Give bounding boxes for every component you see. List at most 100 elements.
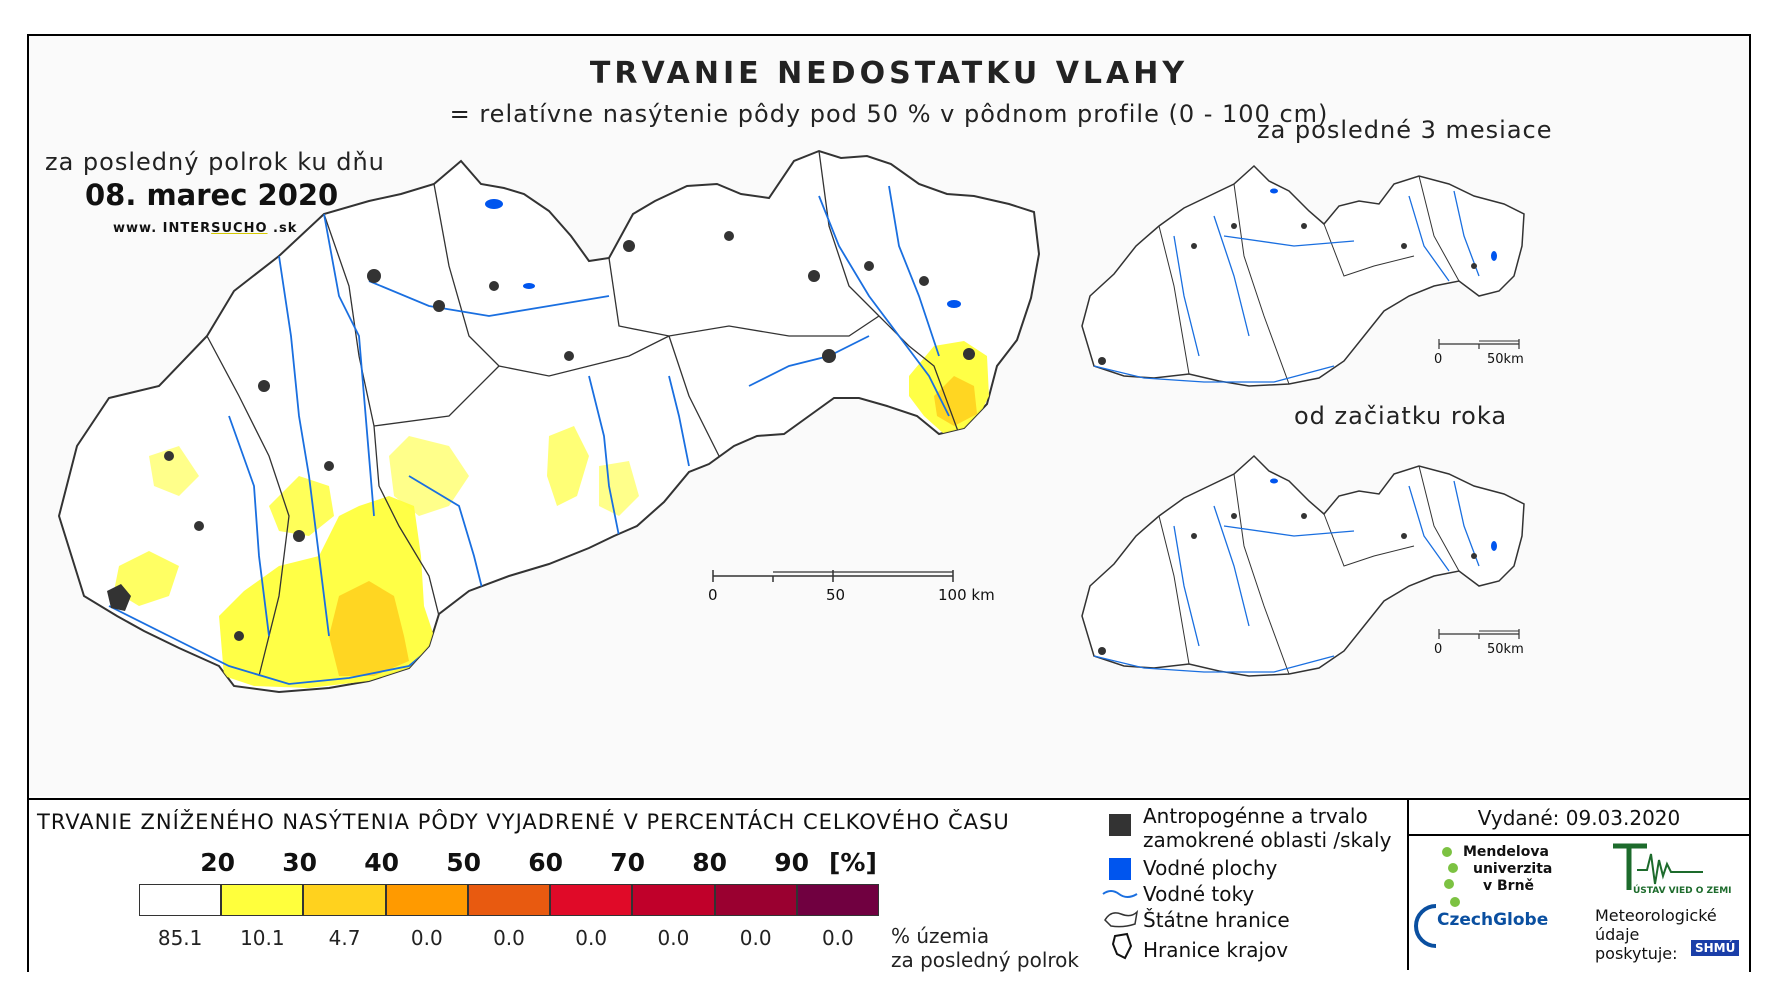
share-description: % územia za posledný polrok [891, 924, 1079, 972]
issued-date: Vydané: 09.03.2020 [1477, 806, 1681, 830]
mendelu-line1: Mendelova [1463, 844, 1549, 860]
region-border-symbol [1111, 932, 1133, 960]
main-scale-tick-0: 0 [708, 586, 718, 604]
class-break-label: 60 [528, 848, 563, 877]
inset1-country [1081, 164, 1525, 387]
region-border-label: Hranice krajov [1143, 938, 1289, 962]
class-break-label: 50 [446, 848, 481, 877]
main-period-label: za posledný polrok ku dňu [45, 148, 385, 176]
class-break-label: 80 [692, 848, 727, 877]
legend-share-value: 0.0 [739, 926, 772, 950]
legend-title: TRVANIE ZNÍŽENÉHO NASÝTENIA PÔDY VYJADRE… [37, 810, 1010, 834]
inset1-scale-tick-0: 0 [1434, 352, 1443, 367]
main-map-anthropogenic-areas [107, 231, 975, 641]
credits-separator [1407, 800, 1409, 970]
main-map-region-borders [206, 151, 960, 677]
czechglobe-logo: CzechGlobe [1437, 910, 1549, 930]
inset2-scale-tick-0: 0 [1434, 642, 1443, 657]
class-break-label: 30 [282, 848, 317, 877]
unit-label: [%] [829, 848, 877, 877]
river-symbol [1102, 890, 1138, 898]
class-break-label: 90 [774, 848, 809, 877]
legend-swatch [467, 884, 551, 916]
inset1-rivers [1093, 190, 1480, 383]
legend-share-row: 85.1 10.1 4.7 0.0 0.0 0.0 0.0 0.0 0.0 [139, 926, 879, 950]
legend-share-value: 0.0 [575, 926, 608, 950]
inset2-anthropogenic-areas [1098, 513, 1477, 655]
institute-logo: ÚSTAV VIED O ZEMI [1633, 886, 1732, 896]
credits-header-separator [1409, 834, 1749, 836]
legend-share-value: 0.0 [410, 926, 443, 950]
class-break-label: 40 [364, 848, 399, 877]
legend-swatch [221, 884, 304, 916]
mendelu-line2: univerzita [1473, 861, 1553, 877]
inset1-scale-tick-50: 50km [1487, 352, 1524, 367]
map-subtitle: = relatívne nasýtenie pôdy pod 50 % v pô… [449, 100, 1329, 128]
inset1-anthropogenic-areas [1098, 223, 1477, 365]
main-scale-tick-50: 50 [826, 586, 846, 604]
state-border-symbol [1104, 909, 1139, 928]
institute-logo-mark [1613, 843, 1703, 890]
legend-swatch [303, 884, 386, 916]
inset2-region-borders [1158, 465, 1460, 675]
legend-swatch [632, 884, 715, 916]
mendelu-logo-dots [1442, 847, 1460, 907]
main-map-country [57, 149, 1041, 694]
inset1-scale-bar [1438, 339, 1520, 349]
water-body-swatch [1109, 858, 1131, 880]
inset1-water-bodies [1270, 188, 1497, 261]
main-map-water-bodies [485, 199, 961, 308]
inset2-country [1081, 454, 1525, 677]
website-prefix: www. INTER [113, 221, 212, 236]
mendelu-line3: v Brně [1483, 878, 1535, 894]
share-desc-line1: % územia [891, 924, 990, 948]
website-suffix: .sk [267, 221, 298, 236]
provider-line1: Meteorologické [1595, 906, 1717, 925]
legend-share-value: 0.0 [657, 926, 690, 950]
website-label: www. INTERSUCHO .sk [113, 221, 297, 236]
anthropogenic-line1: Antropogénne a trvalo [1143, 804, 1368, 828]
provider-line2: údaje [1595, 925, 1640, 944]
anthropogenic-line2: zamokrené oblasti /skaly [1143, 828, 1392, 852]
main-scale-tick-100: 100 km [938, 586, 995, 604]
legend-swatch [385, 884, 468, 916]
legend-line-symbols [1102, 890, 1139, 960]
inset2-water-bodies [1270, 478, 1497, 551]
main-date: 08. marec 2020 [85, 178, 339, 212]
share-desc-line2: za posledný polrok [891, 948, 1079, 972]
water-bodies-label: Vodné plochy [1143, 856, 1278, 880]
website-highlight: SUCHO [211, 221, 268, 236]
main-map-rivers [108, 185, 950, 685]
legend-share-value: 4.7 [328, 926, 361, 950]
legend-color-bar [139, 884, 879, 918]
anthropogenic-swatch [1109, 814, 1131, 836]
provider-line3: poskytuje: [1595, 944, 1678, 963]
legend-area: TRVANIE ZNÍŽENÉHO NASÝTENIA PÔDY VYJADRE… [29, 798, 1749, 972]
inset2-label: od začiatku roka [1294, 402, 1508, 430]
map-frame: TRVANIE NEDOSTATKU VLAHY = relatívne nas… [27, 34, 1751, 972]
legend-share-value: 0.0 [821, 926, 854, 950]
legend-share-value: 0.0 [493, 926, 525, 950]
anthropogenic-label: Antropogénne a trvalo zamokrené oblasti … [1143, 804, 1391, 852]
legend-swatch [714, 884, 797, 916]
legend-share-value: 10.1 [240, 926, 285, 950]
inset1-label: za posledné 3 mesiace [1257, 116, 1553, 144]
map-area: TRVANIE NEDOSTATKU VLAHY = relatívne nas… [29, 36, 1749, 796]
class-break-label: 20 [200, 848, 235, 877]
shmu-logo: SHMÚ [1691, 940, 1740, 956]
data-provider-note: Meteorologické údaje poskytuje: [1595, 906, 1717, 963]
main-map-svg [57, 149, 1041, 694]
inset2-scale-bar [1438, 629, 1520, 639]
state-border-label: Štátne hranice [1143, 908, 1290, 932]
inset1-map-svg [1081, 164, 1525, 387]
inset2-rivers [1093, 480, 1480, 673]
czechglobe-logo-mark [1414, 904, 1437, 948]
legend-share-value: 85.1 [157, 926, 203, 950]
rivers-label: Vodné toky [1143, 882, 1255, 906]
legend-swatch [796, 884, 879, 916]
class-break-label: 70 [610, 848, 645, 877]
map-title: TRVANIE NEDOSTATKU VLAHY [589, 56, 1189, 91]
main-map-drought-areas [114, 341, 989, 688]
main-scale-bar [712, 570, 954, 582]
inset2-map-svg [1081, 454, 1525, 677]
